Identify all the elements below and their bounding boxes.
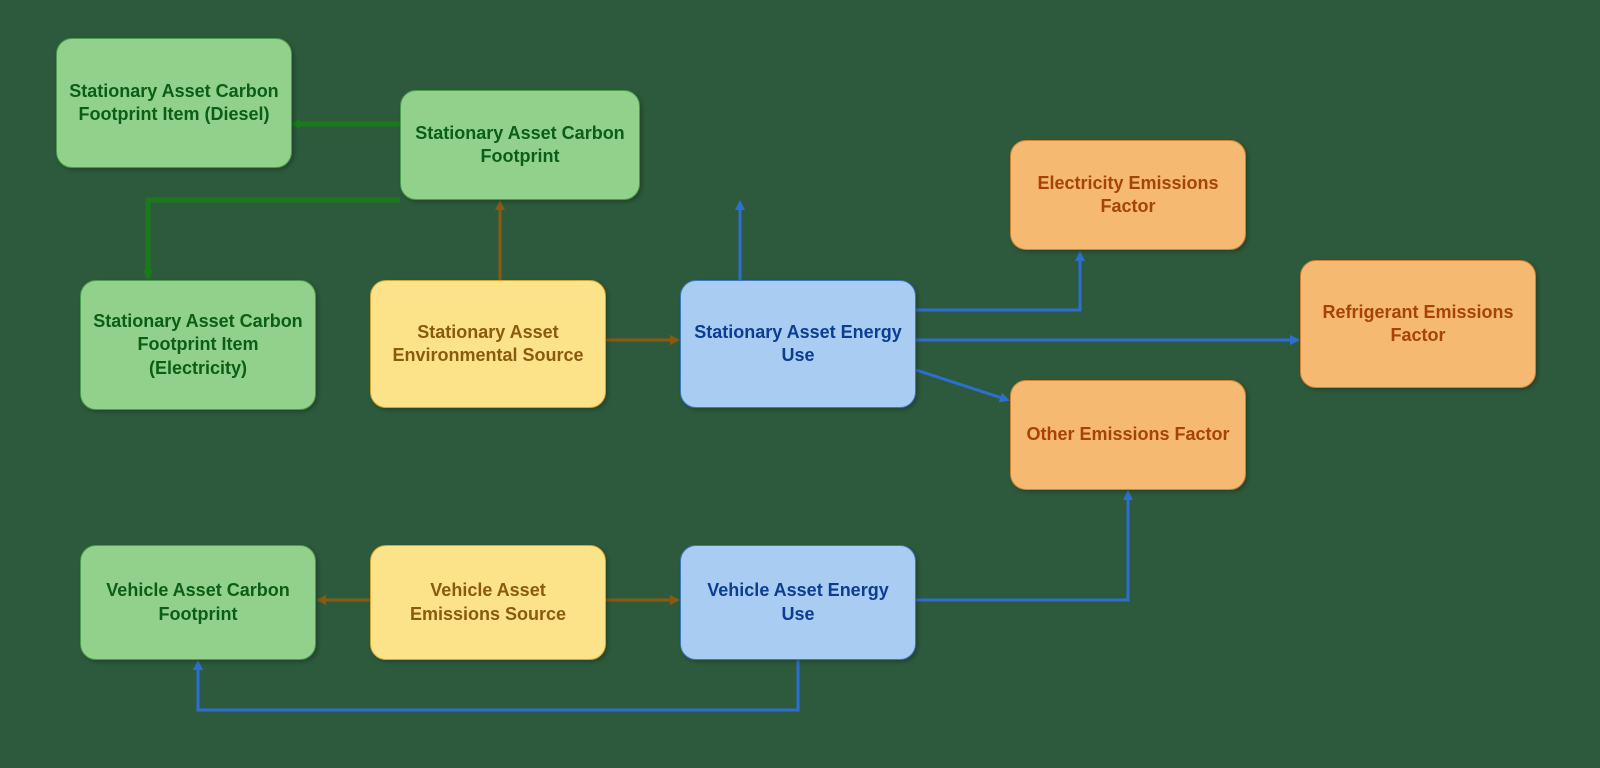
node-sa_footprint: Stationary Asset Carbon Footprint (400, 90, 640, 200)
node-label: Stationary Asset Energy Use (693, 321, 903, 368)
edge-va_energy-to-other_ef (916, 492, 1128, 600)
node-label: Refrigerant Emissions Factor (1313, 301, 1523, 348)
node-va_energy: Vehicle Asset Energy Use (680, 545, 916, 660)
node-label: Stationary Asset Carbon Footprint Item (… (93, 310, 303, 380)
edge-sa_footprint-to-elec_item (148, 200, 400, 278)
node-sa_env_source: Stationary Asset Environmental Source (370, 280, 606, 408)
edge-va_energy-to-va_footprint (198, 660, 798, 710)
node-elec_ef: Electricity Emissions Factor (1010, 140, 1246, 250)
node-label: Vehicle Asset Carbon Footprint (93, 579, 303, 626)
node-label: Vehicle Asset Energy Use (693, 579, 903, 626)
node-elec_item: Stationary Asset Carbon Footprint Item (… (80, 280, 316, 410)
node-sa_energy: Stationary Asset Energy Use (680, 280, 916, 408)
node-label: Vehicle Asset Emissions Source (383, 579, 593, 626)
node-label: Stationary Asset Carbon Footprint (413, 122, 627, 169)
node-label: Other Emissions Factor (1026, 423, 1229, 446)
node-refrig_ef: Refrigerant Emissions Factor (1300, 260, 1536, 388)
node-diesel_item: Stationary Asset Carbon Footprint Item (… (56, 38, 292, 168)
edge-sa_energy-to-other_ef (916, 370, 1008, 400)
node-va_footprint: Vehicle Asset Carbon Footprint (80, 545, 316, 660)
edge-sa_energy-to-elec_ef (916, 253, 1080, 310)
node-va_em_source: Vehicle Asset Emissions Source (370, 545, 606, 660)
node-label: Electricity Emissions Factor (1023, 172, 1233, 219)
node-label: Stationary Asset Environmental Source (383, 321, 593, 368)
node-other_ef: Other Emissions Factor (1010, 380, 1246, 490)
node-label: Stationary Asset Carbon Footprint Item (… (69, 80, 279, 127)
